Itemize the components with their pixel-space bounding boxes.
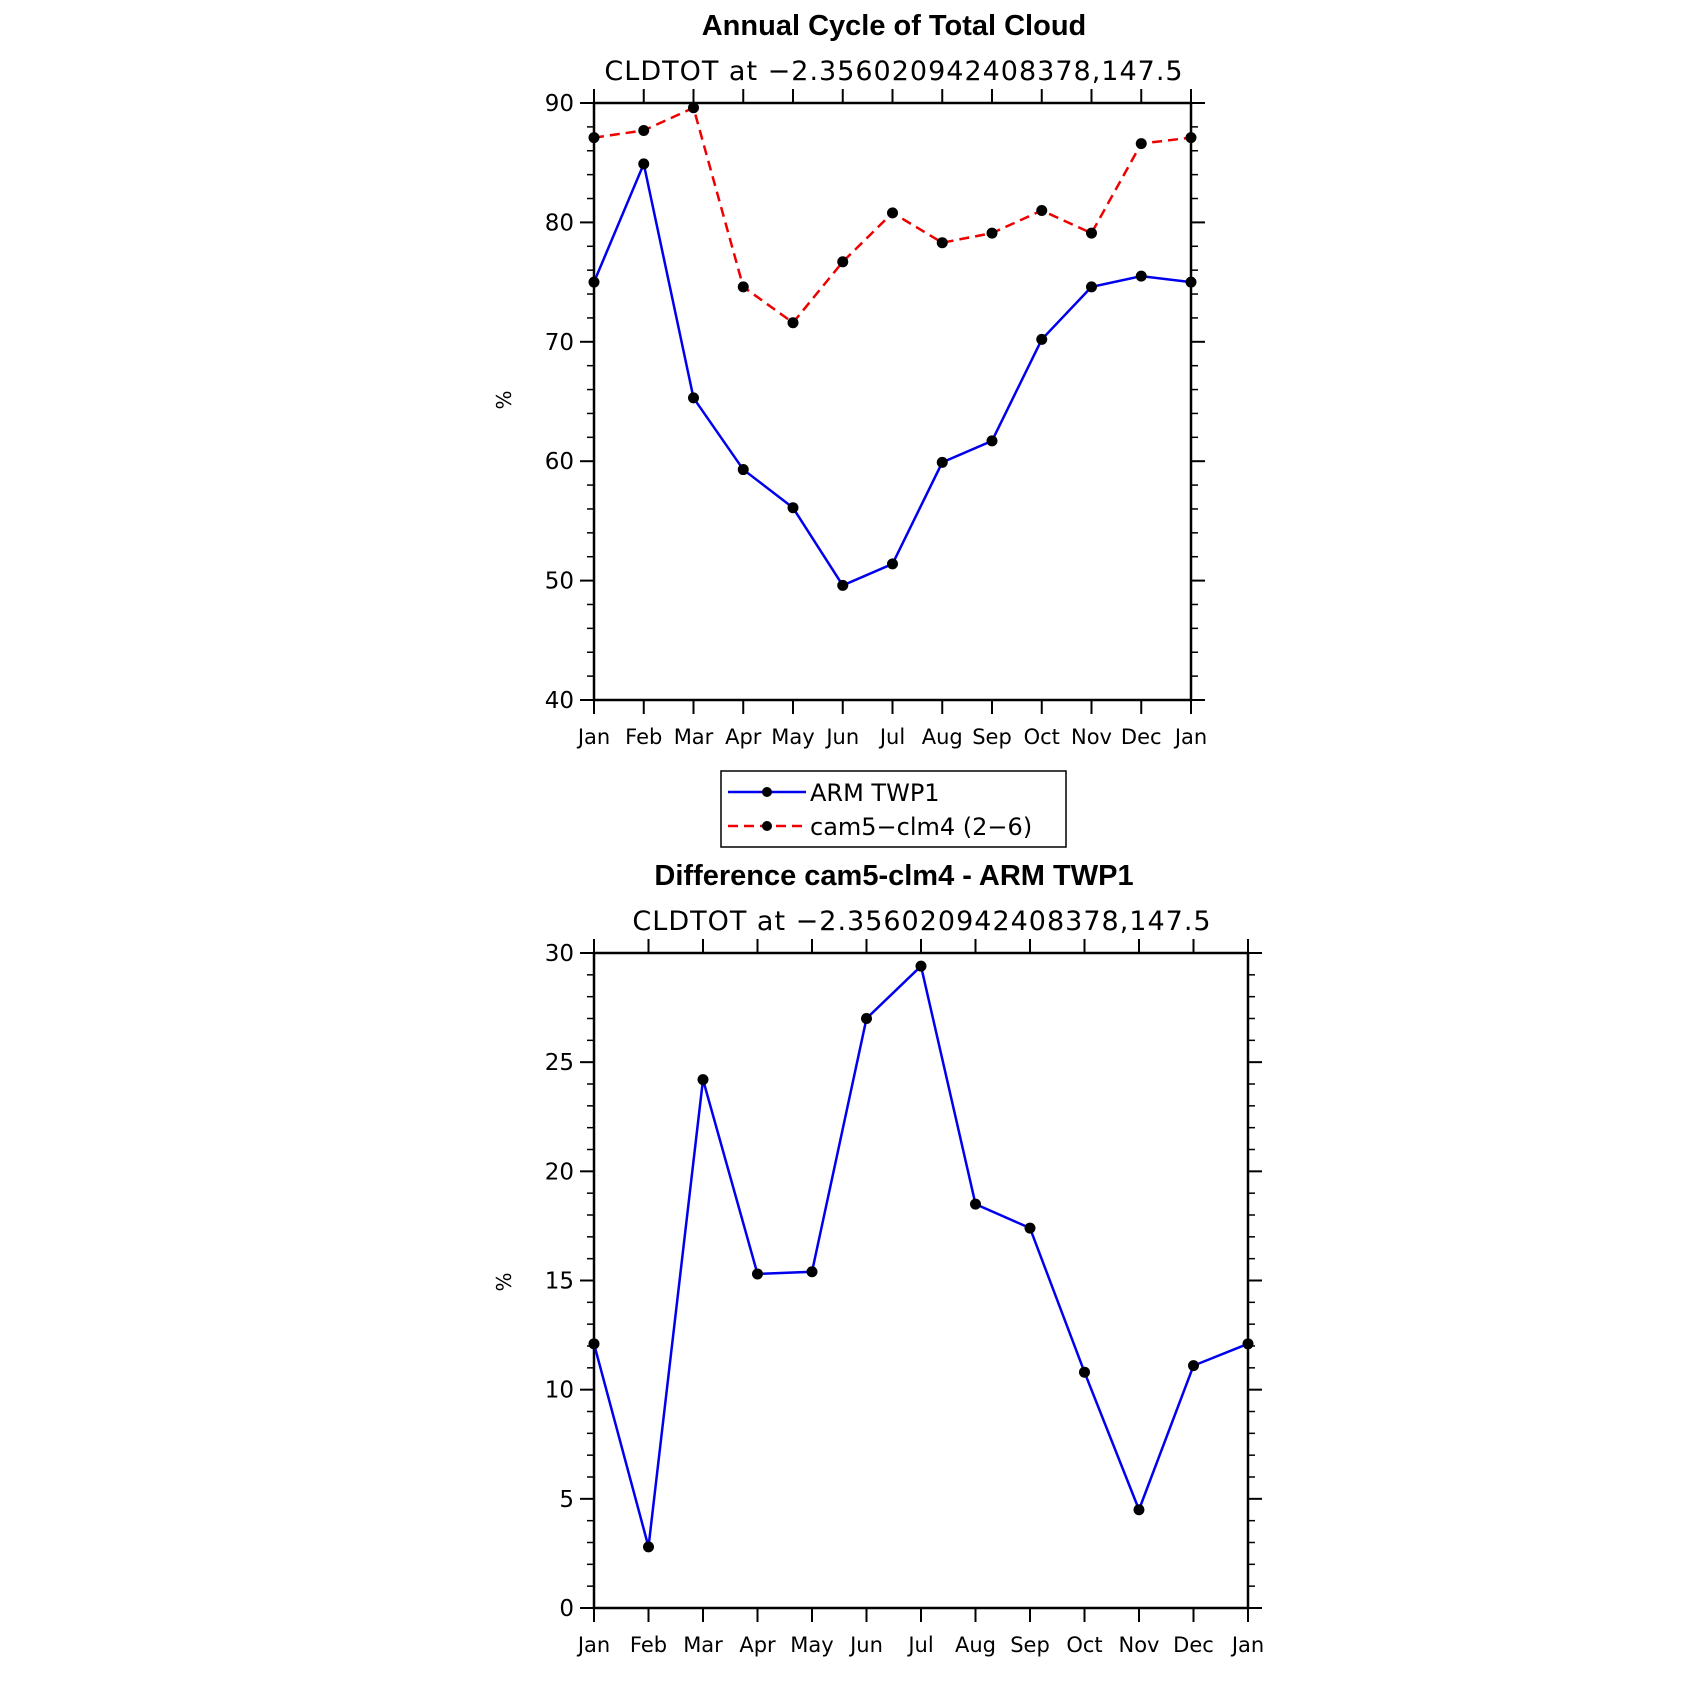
y-tick-label: 15 bbox=[545, 1269, 574, 1295]
data-point bbox=[643, 1541, 654, 1553]
y-tick-label: 60 bbox=[545, 449, 574, 475]
legend: ARM TWP1 cam5−clm4 (2−6) bbox=[720, 770, 1067, 848]
x-tick-label: Aug bbox=[922, 725, 963, 749]
chart-annual-cycle: Annual Cycle of Total Cloud CLDTOT at −2… bbox=[492, 10, 1207, 749]
y-tick-label: 0 bbox=[559, 1596, 574, 1622]
plot-frame bbox=[592, 951, 1250, 1610]
data-point bbox=[787, 317, 799, 329]
x-tick-label: Sep bbox=[1010, 1633, 1050, 1657]
chart-title: Difference cam5-clm4 - ARM TWP1 bbox=[654, 860, 1133, 892]
x-tick-label: Aug bbox=[955, 1633, 996, 1657]
data-point bbox=[737, 281, 749, 293]
data-point bbox=[1185, 276, 1197, 288]
data-point bbox=[588, 132, 600, 144]
chart-subtitle: CLDTOT at −2.356020942408378,147.5 bbox=[632, 906, 1211, 937]
legend-marker-arm bbox=[762, 787, 772, 797]
data-point bbox=[1188, 1360, 1199, 1372]
data-point bbox=[1133, 1504, 1145, 1516]
x-tick-label: May bbox=[790, 1633, 833, 1657]
data-point bbox=[1242, 1338, 1254, 1350]
data-point bbox=[806, 1266, 818, 1278]
data-point bbox=[837, 579, 849, 591]
y-tick-label: 30 bbox=[545, 941, 574, 967]
series-line-0 bbox=[592, 963, 1249, 1548]
data-point bbox=[986, 227, 998, 239]
x-tick-label: Mar bbox=[674, 725, 714, 749]
x-tick-label: Dec bbox=[1173, 1633, 1214, 1657]
data-point bbox=[588, 276, 600, 288]
x-tick-label: Mar bbox=[683, 1633, 723, 1657]
legend-label-cam5: cam5−clm4 (2−6) bbox=[810, 813, 1032, 841]
x-tick-label: Nov bbox=[1071, 725, 1112, 749]
data-point bbox=[1036, 333, 1048, 345]
data-point bbox=[787, 502, 799, 514]
y-tick-label: 20 bbox=[545, 1159, 574, 1185]
x-tick-label: Jun bbox=[848, 1633, 883, 1657]
y-tick-label: 70 bbox=[545, 330, 574, 356]
data-point bbox=[915, 960, 927, 972]
y-tick-label: 40 bbox=[545, 688, 574, 714]
data-point bbox=[1036, 204, 1048, 216]
x-tick-label: Jun bbox=[824, 725, 859, 749]
data-point bbox=[638, 124, 650, 136]
data-point bbox=[588, 1338, 600, 1350]
chart-subtitle: CLDTOT at −2.356020942408378,147.5 bbox=[604, 56, 1183, 87]
data-point bbox=[752, 1268, 763, 1280]
series-line-0 bbox=[592, 159, 1192, 587]
y-tick-label: 5 bbox=[559, 1487, 574, 1513]
chart-title: Annual Cycle of Total Cloud bbox=[702, 10, 1087, 42]
y-tick-label: 50 bbox=[545, 569, 574, 595]
x-tick-label: May bbox=[771, 725, 814, 749]
x-tick-label: Feb bbox=[625, 725, 662, 749]
x-tick-label: Oct bbox=[1024, 725, 1060, 749]
y-axis-label: % bbox=[492, 1272, 516, 1291]
legend-marker-cam5 bbox=[762, 821, 772, 831]
x-tick-label: Feb bbox=[630, 1633, 667, 1657]
data-point bbox=[1135, 138, 1147, 150]
data-point bbox=[1185, 132, 1197, 144]
y-tick-label: 90 bbox=[545, 91, 574, 117]
x-tick-label: Jan bbox=[1230, 1633, 1264, 1657]
data-point bbox=[1079, 1366, 1090, 1378]
data-point bbox=[986, 435, 998, 447]
x-tick-label: Jan bbox=[576, 725, 610, 749]
data-point bbox=[697, 1074, 709, 1086]
y-tick-label: 10 bbox=[545, 1378, 574, 1404]
data-point bbox=[837, 256, 849, 268]
data-point bbox=[1086, 227, 1097, 239]
data-point bbox=[737, 464, 749, 476]
data-point bbox=[1086, 281, 1097, 293]
data-point bbox=[1024, 1222, 1036, 1234]
x-tick-label: Jan bbox=[576, 1633, 610, 1657]
data-point bbox=[887, 558, 898, 570]
x-tick-label: Oct bbox=[1066, 1633, 1102, 1657]
data-point bbox=[970, 1198, 981, 1210]
data-point bbox=[887, 207, 898, 219]
data-point bbox=[936, 456, 948, 468]
x-tick-label: Sep bbox=[972, 725, 1012, 749]
data-point bbox=[688, 392, 699, 404]
data-point bbox=[936, 237, 948, 249]
data-point bbox=[861, 1013, 872, 1024]
x-tick-label: Apr bbox=[739, 1633, 776, 1657]
legend-box bbox=[720, 770, 1067, 848]
data-point bbox=[638, 158, 650, 170]
legend-label-arm: ARM TWP1 bbox=[810, 779, 940, 807]
x-tick-label: Apr bbox=[725, 725, 762, 749]
x-tick-label: Jul bbox=[878, 725, 905, 749]
y-tick-label: 25 bbox=[545, 1050, 574, 1076]
x-tick-label: Dec bbox=[1121, 725, 1162, 749]
x-tick-label: Nov bbox=[1119, 1633, 1160, 1657]
data-point bbox=[688, 102, 699, 114]
y-tick-label: 80 bbox=[545, 210, 574, 236]
x-tick-label: Jul bbox=[906, 1633, 933, 1657]
y-axis-label: % bbox=[492, 390, 516, 409]
x-tick-label: Jan bbox=[1173, 725, 1207, 749]
chart-difference: Difference cam5-clm4 - ARM TWP1 CLDTOT a… bbox=[492, 860, 1264, 1657]
data-point bbox=[1135, 270, 1147, 282]
plot-frame bbox=[592, 101, 1193, 702]
